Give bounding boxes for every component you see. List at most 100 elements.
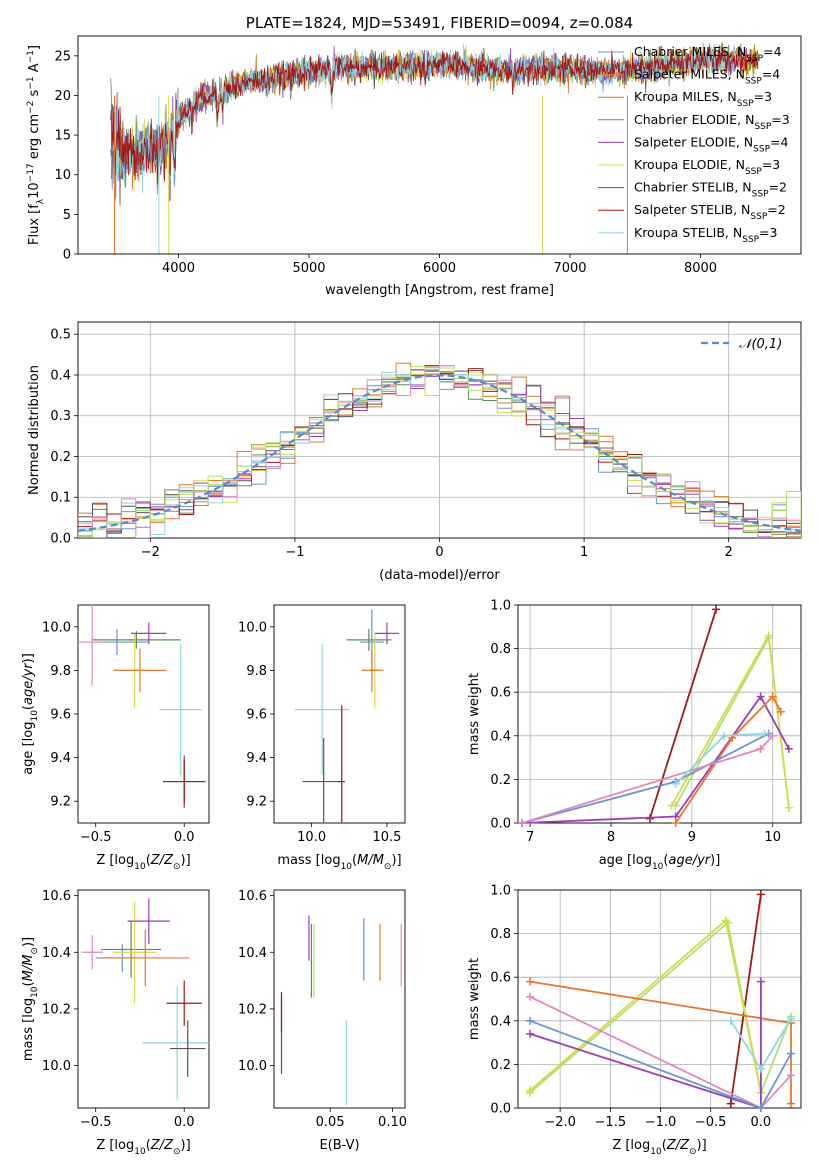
legend-entry: Chabrier STELIB, NSSP=2 [634, 180, 787, 200]
weight-lines [526, 890, 795, 1112]
y-tick-label: 0.8 [490, 642, 511, 657]
y-tick-label: 10.4 [238, 946, 267, 961]
y-tick-label: 0.2 [490, 773, 511, 788]
x-tick-label: −2 [141, 545, 160, 560]
spectrum-lines [110, 42, 759, 254]
x-tick-label: 9 [688, 830, 696, 845]
x-tick-label: 2 [725, 545, 733, 560]
y-tick-label: 9.8 [246, 664, 267, 679]
x-axis-label: (data-model)/error [379, 568, 500, 583]
x-axis-label: age [log10(age/yr)] [599, 853, 721, 872]
x-tick-label: −0.5 [695, 1115, 727, 1130]
x-tick-label: 0.05 [316, 1115, 345, 1130]
y-axis-label: mass weight [467, 958, 482, 1040]
x-axis-label: Z [log10(Z/Z⊙)] [96, 1138, 190, 1157]
chart-mass-vs-Z: −0.5 0.0 10.0 10.2 10.4 10.6 Z [log10(Z/Z⊙)] ma… [21, 889, 210, 1157]
y-tick-label: 10.4 [42, 946, 71, 961]
legend-entry: Salpeter STELIB, NSSP=2 [634, 202, 786, 222]
y-tick-label: 10.2 [42, 1002, 71, 1017]
x-tick-label: 5000 [292, 261, 325, 276]
x-axis-label: mass [log10(M/M⊙)] [277, 853, 401, 872]
y-tick-label: 25 [54, 49, 71, 64]
y-tick-label: 0.5 [50, 328, 71, 343]
legend-entry: Kroupa MILES, NSSP=3 [634, 89, 772, 109]
histogram-steps [78, 362, 801, 538]
y-tick-label: 0.6 [490, 971, 511, 986]
y-tick-label: 0.1 [50, 491, 71, 506]
axes-frame [77, 35, 802, 255]
y-tick-label: 0 [63, 248, 71, 263]
y-tick-label: 10.0 [42, 620, 71, 635]
legend-entry: 𝒩(0,1) [739, 337, 782, 352]
x-tick-label: 10 [764, 830, 781, 845]
y-tick-label: 10 [54, 168, 71, 183]
axes-frame [77, 604, 210, 824]
x-tick-label: 6000 [423, 261, 456, 276]
weight-series-line [674, 695, 782, 824]
weight-series-line [529, 918, 762, 1093]
x-tick-label: −1.5 [595, 1115, 627, 1130]
histogram-series [78, 365, 801, 538]
y-tick-label: 0.0 [490, 1102, 511, 1117]
x-tick-label: 4000 [162, 261, 195, 276]
errorbars [78, 605, 206, 808]
weight-series-line [648, 609, 717, 819]
y-tick-label: 15 [54, 129, 71, 144]
chart-age-vs-Z: −0.5 0.0 9.2 9.4 9.6 9.8 10.0 Z [log10(Z/Z⊙)] ag… [21, 604, 210, 872]
y-tick-label: 10.0 [238, 1059, 267, 1074]
y-tick-label: 1.0 [490, 884, 511, 899]
y-tick-label: 5 [63, 208, 71, 223]
spectrum-series-line [111, 46, 759, 184]
y-tick-label: 0.4 [490, 1014, 511, 1029]
y-tick-label: 1.0 [490, 599, 511, 614]
histogram-series [78, 366, 801, 538]
weight-series-line [521, 694, 790, 824]
axes-frame [77, 889, 210, 1109]
chart-age-vs-mass: 10.0 10.5 9.2 9.4 9.6 9.8 10.0 mass [log10(M/M⊙… [238, 604, 406, 872]
y-tick-label: 10.0 [238, 620, 267, 635]
axes-frame [517, 889, 802, 1109]
axes-frame [273, 604, 406, 824]
y-tick-label: 9.8 [50, 664, 71, 679]
y-axis-label: mass [log10(M/M⊙)] [21, 937, 40, 1061]
x-tick-label: 0 [435, 545, 443, 560]
y-tick-label: 0.0 [50, 532, 71, 547]
y-tick-label: 0.3 [50, 409, 71, 424]
y-tick-label: 9.6 [246, 708, 267, 723]
y-tick-label: 10.2 [238, 1002, 267, 1017]
chart-residuals: −2 −1 0 1 2 0.0 0.1 0.2 0.3 0.4 0.5 𝒩(0,1) (data-mod… [27, 321, 802, 583]
y-tick-label: 10.6 [238, 889, 267, 904]
y-tick-label: 0.2 [50, 450, 71, 465]
x-tick-label: −2.0 [544, 1115, 576, 1130]
legend-entry: Chabrier ELODIE, NSSP=3 [634, 112, 790, 132]
y-tick-label: 9.2 [50, 795, 71, 810]
x-tick-label: −1.0 [645, 1115, 677, 1130]
y-tick-label: 0.8 [490, 927, 511, 942]
y-tick-label: 20 [54, 89, 71, 104]
y-tick-label: 9.2 [246, 795, 267, 810]
legend-entry: Kroupa STELIB, NSSP=3 [634, 225, 778, 245]
x-tick-label: −1 [285, 545, 304, 560]
normal-curve [78, 374, 801, 532]
axes-frame [273, 889, 406, 1109]
chart-spectrum: PLATE=1824, MJD=53491, FIBERID=0094, z=0… [26, 14, 802, 298]
weight-series-line [729, 894, 762, 1104]
axes-frame [77, 321, 802, 539]
y-tick-label: 10.0 [42, 1059, 71, 1074]
y-tick-label: 9.4 [50, 751, 71, 766]
x-axis-label: Z [log10(Z/Z⊙)] [612, 1138, 706, 1157]
legend-entry: Salpeter MILES, NSSP=4 [634, 67, 780, 87]
x-tick-label: −0.5 [80, 1115, 112, 1130]
y-tick-label: 0.4 [50, 368, 71, 383]
x-tick-label: 8 [607, 830, 615, 845]
y-tick-label: 9.4 [246, 751, 267, 766]
chart-title: PLATE=1824, MJD=53491, FIBERID=0094, z=0… [246, 14, 633, 32]
y-axis-label: age [log10(age/yr)] [21, 653, 40, 775]
y-axis-label: Flux [fλ10−17 erg cm−2 s−1 A−1] [26, 45, 46, 245]
x-tick-label: 0.0 [751, 1115, 772, 1130]
y-tick-label: 10.6 [42, 889, 71, 904]
legend-entry: Salpeter ELODIE, NSSP=4 [634, 134, 789, 154]
legend-entry: Kroupa ELODIE, NSSP=3 [634, 157, 780, 177]
y-tick-label: 0.2 [490, 1058, 511, 1073]
